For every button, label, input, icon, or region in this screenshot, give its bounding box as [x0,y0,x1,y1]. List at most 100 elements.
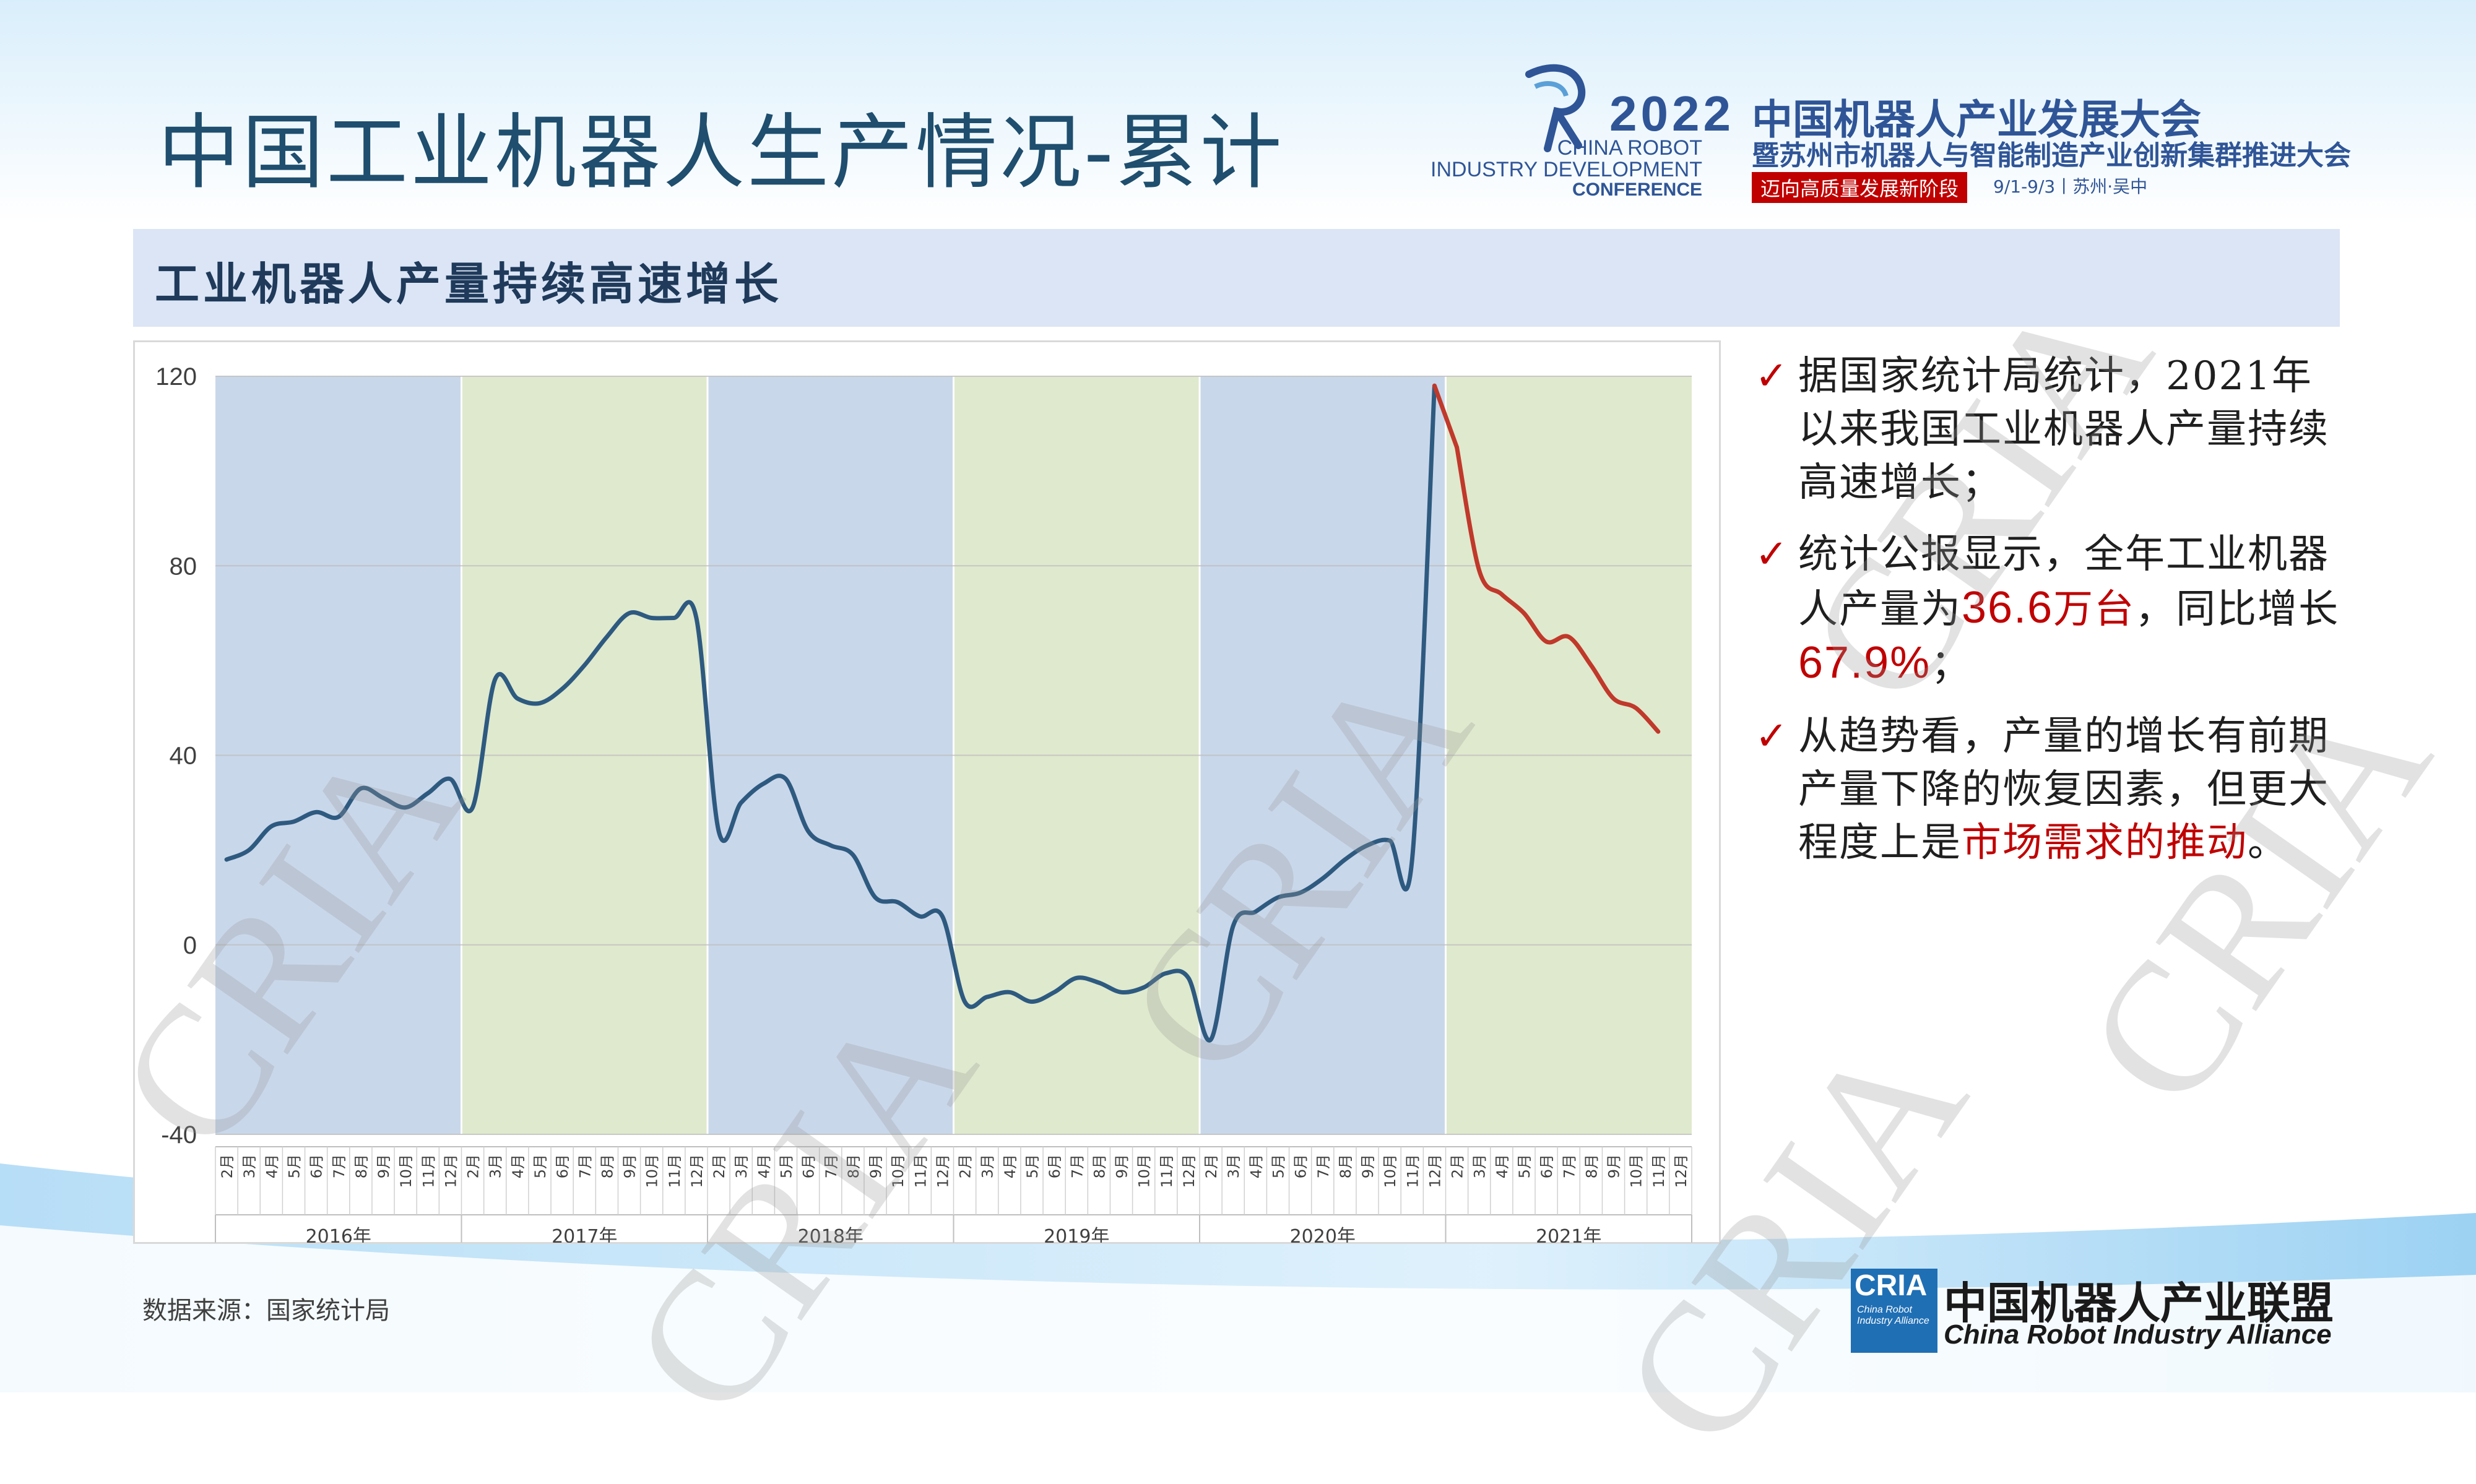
x-month-label: 2月 [957,1154,974,1178]
data-point [1545,641,1548,643]
data-point [829,844,832,847]
data-point [270,825,272,827]
x-month-label: 12月 [934,1154,951,1188]
data-point [1254,910,1257,913]
data-point [1567,636,1570,638]
data-point [807,830,810,832]
data-point [740,801,742,804]
conference-date-place: 9/1-9/3丨苏州·吴中 [1993,176,2148,197]
data-point [1388,839,1391,842]
conference-name-en-3: CONFERENCE [1572,179,1702,200]
data-point [919,915,921,918]
data-point [1478,569,1481,572]
x-month-label: 7月 [331,1154,348,1178]
x-year-label: 2017年 [552,1226,617,1243]
bullet-item: ✓ 统计公报显示，全年工业机器人产量为36.6万台，同比增长 67.9%； [1755,528,2340,691]
bullet-text: ； [1931,642,1972,688]
bullet-list: ✓ 据国家统计局统计，2021年以来我国工业机器人产量持续高速增长； ✓ 统计公… [1755,350,2340,888]
x-month-label: 12月 [442,1154,459,1188]
x-month-label: 9月 [375,1154,392,1178]
x-month-label: 10月 [1136,1154,1153,1188]
x-month-label: 11月 [666,1154,683,1188]
data-point [337,816,340,818]
x-month-label: 12月 [1673,1154,1690,1188]
x-month-label: 8月 [1337,1154,1354,1178]
cria-logo-icon: CRIA China Robot Industry Alliance [1851,1269,1937,1353]
x-month-label: 5月 [285,1154,303,1178]
data-point [1165,972,1167,975]
data-point [539,702,541,704]
x-month-label: 12月 [688,1154,706,1188]
data-point [1187,977,1190,979]
x-month-label: 6月 [1292,1154,1310,1178]
data-point [784,778,787,780]
bullet-item: ✓ 据国家统计局统计，2021年以来我国工业机器人产量持续高速增长； [1755,350,2340,509]
data-point [1276,896,1279,899]
data-point [1075,977,1078,979]
data-point [717,830,720,832]
checkmark-icon: ✓ [1755,353,1790,399]
x-month-label: 7月 [576,1154,594,1178]
data-point [1210,1038,1212,1041]
x-month-label: 4月 [755,1154,773,1178]
alliance-logo: CRIA China Robot Industry Alliance 中国机器人… [1851,1269,2352,1355]
highlight-text: 市场需求的推动 [1962,820,2248,866]
production-unit: 万台 [2053,587,2136,632]
x-month-label: 8月 [599,1154,616,1178]
conference-slogan: 迈向高质量发展新阶段 [1752,172,1968,203]
data-point [472,806,474,809]
data-point [583,664,586,667]
data-point [382,796,384,799]
data-point [1008,991,1011,993]
data-point [248,849,250,852]
x-month-label: 11月 [912,1154,929,1188]
data-point [449,778,451,780]
x-month-label: 3月 [979,1154,997,1178]
x-month-label: 5月 [1516,1154,1533,1178]
x-month-label: 3月 [1225,1154,1242,1178]
conference-name-zh: 中国机器人产业发展大会 [1752,96,2201,144]
bullet-text: 从趋势看，产量的增长有前期产量下降的恢复因素，但更大程度上是 [1798,714,2329,866]
data-point [896,901,899,904]
data-point [1433,384,1435,387]
x-month-label: 11月 [1404,1154,1421,1188]
data-point [1500,593,1503,595]
data-point [360,787,362,790]
data-point [426,792,429,795]
section-banner: 工业机器人产量持续高速增长 [133,229,2340,327]
data-point [874,896,877,899]
banner-text: 工业机器人产量持续高速增长 [155,258,783,310]
x-month-label: 2月 [1203,1154,1220,1178]
chart-container: -40 0 40 80 120 2月 3月 4月 5月 6月 7月 8月 9月 10月 11月 12月 2月 3… [133,340,1721,1244]
growth-rate-value: 67.9% [1798,638,1931,688]
x-year-label: 2018年 [798,1226,864,1243]
x-month-label: 7月 [1068,1154,1086,1178]
y-tick-label: 40 [170,743,197,770]
cria-logo-text: CRIA [1855,1269,1928,1302]
data-point [1322,878,1324,880]
data-point [1612,697,1615,700]
series-line-jump [1432,383,1460,450]
y-tick-label: 120 [155,363,197,390]
x-month-label: 10月 [1382,1154,1399,1188]
bullet-item: ✓ 从趋势看，产量的增长有前期产量下降的恢复因素，但更大程度上是市场需求的推动。 [1755,710,2340,869]
bullet-text: 据国家统计局统计，2021年以来我国工业机器人产量持续高速增长； [1798,353,2329,506]
data-point [941,915,943,918]
x-month-label: 2月 [219,1154,236,1178]
data-point [605,636,608,638]
x-month-label: 2月 [465,1154,482,1178]
data-point [315,811,318,813]
x-month-label: 10月 [890,1154,907,1188]
bullet-text: 统计公报显示，全年工业机器人产量为 [1798,532,2329,632]
data-point [1344,858,1346,861]
alliance-name-en: China Robot Industry Alliance [1944,1319,2332,1350]
data-point [673,616,675,619]
x-month-label: 7月 [1315,1154,1332,1178]
x-year-label: 2020年 [1290,1226,1356,1243]
x-month-label: 2月 [711,1154,728,1178]
x-month-label: 8月 [1091,1154,1108,1178]
bullet-text: ，同比增长 [2135,587,2340,632]
data-point [1299,892,1302,894]
x-month-label: 5月 [532,1154,549,1178]
